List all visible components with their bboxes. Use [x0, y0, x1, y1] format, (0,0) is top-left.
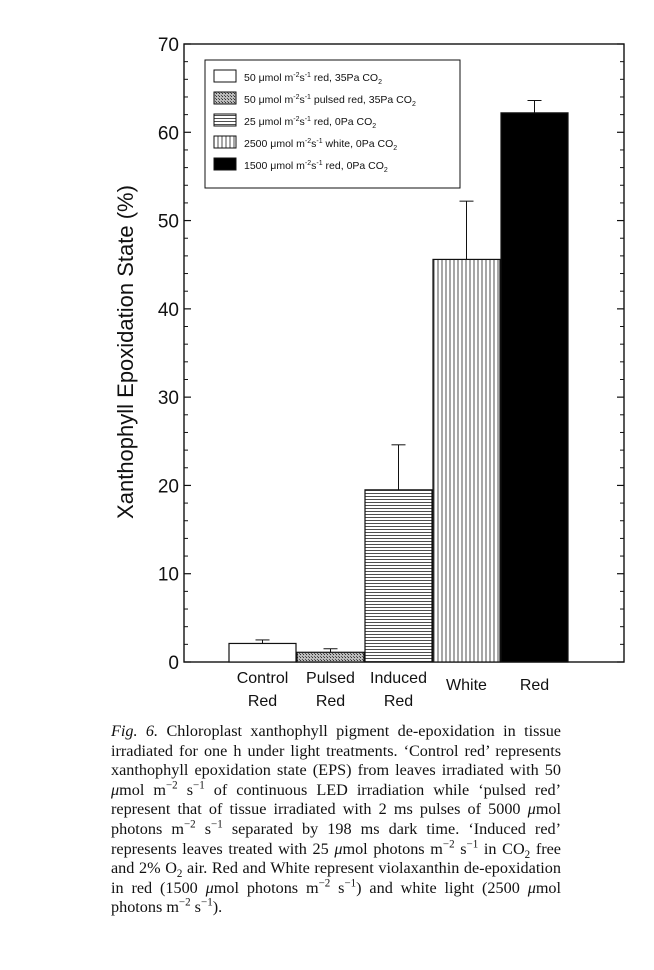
y-tick-label: 60 — [158, 123, 179, 144]
x-tick-label: Red — [248, 693, 277, 710]
bar — [500, 112, 569, 663]
x-tick-label: Red — [520, 677, 549, 694]
legend-entry: 50 μmol m-2s-1 pulsed red, 35Pa CO2 — [244, 94, 416, 108]
y-tick-labels: 0 10 20 30 40 50 60 70 — [158, 35, 179, 674]
legend-swatch — [213, 135, 237, 149]
y-tick-label: 0 — [168, 653, 179, 674]
y-tick-label: 50 — [158, 212, 179, 233]
y-tick-label: 40 — [158, 300, 179, 321]
x-tick-label: Red — [316, 693, 345, 710]
bar — [228, 642, 297, 663]
y-tick-label: 70 — [158, 35, 179, 56]
bar-chart: Control Red Pulsed Red Induced Red White Red 0 1… — [113, 35, 625, 710]
legend-entry: 1500 μmol m-2s-1 red, 0Pa CO2 — [244, 160, 388, 174]
legend-swatch — [213, 91, 237, 105]
figure-caption: Fig. 6. Chloroplast xanthophyll pigment … — [111, 722, 562, 917]
y-axis-label: Xanthophyll Epoxidation State (%) — [113, 185, 138, 519]
x-tick-label: Pulsed — [306, 670, 355, 687]
x-tick-label: Control — [237, 670, 289, 687]
y-tick-label: 20 — [158, 476, 179, 497]
legend-entry: 50 μmol m-2s-1 red, 35Pa CO2 — [244, 72, 382, 86]
bar — [364, 489, 433, 663]
bars — [228, 100, 569, 663]
x-tick-label: Red — [384, 693, 413, 710]
legend: 50 μmol m-2s-1 red, 35Pa CO2 50 μmol m-2s… — [204, 59, 461, 189]
caption-label: Fig. 6. — [111, 722, 159, 740]
legend-swatch — [213, 69, 237, 83]
legend-swatch — [213, 113, 237, 127]
legend-box — [204, 59, 461, 189]
x-tick-label: Induced — [370, 670, 427, 687]
y-tick-label: 30 — [158, 388, 179, 409]
bar — [432, 258, 501, 663]
x-tick-label: White — [446, 677, 487, 694]
legend-entry: 2500 μmol m-2s-1 white, 0Pa CO2 — [244, 138, 397, 152]
legend-entry: 25 μmol m-2s-1 red, 0Pa CO2 — [244, 116, 376, 130]
bar — [296, 651, 365, 663]
legend-swatch — [213, 157, 237, 171]
y-tick-label: 10 — [158, 565, 179, 586]
x-tick-labels: Control Red Pulsed Red Induced Red White Red — [237, 670, 549, 710]
